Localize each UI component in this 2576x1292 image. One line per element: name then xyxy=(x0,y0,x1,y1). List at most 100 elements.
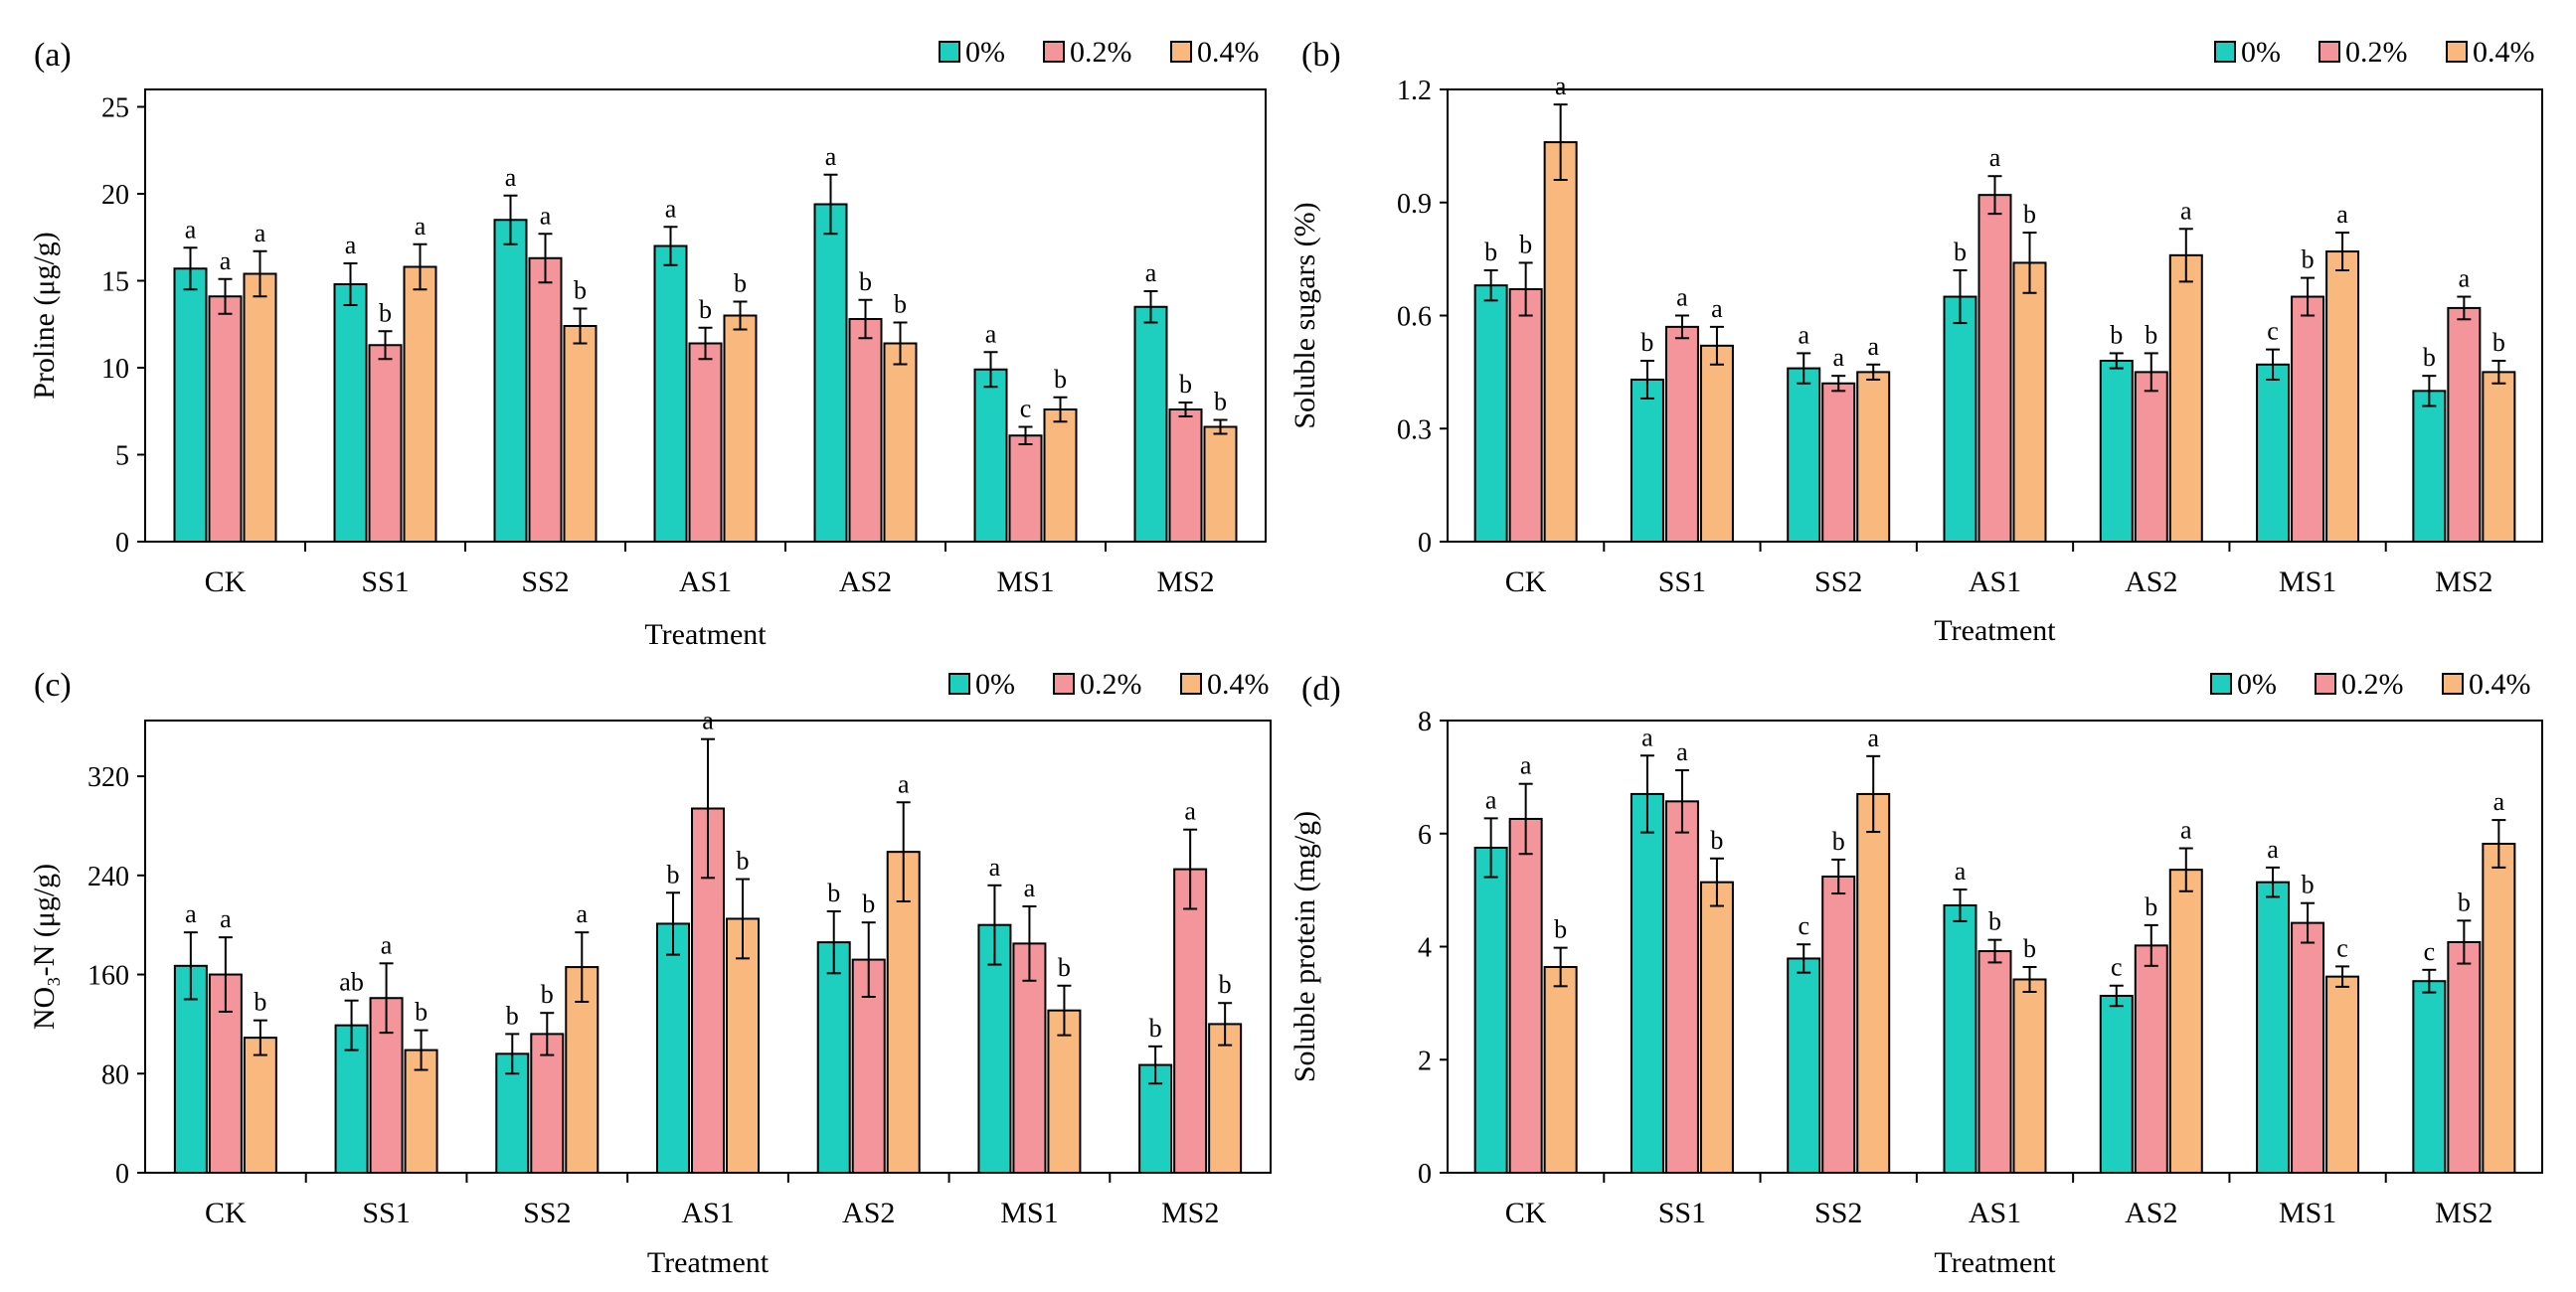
bar-0.4%-MS2 xyxy=(2482,842,2516,1174)
bar-0.4%-SS2 xyxy=(1856,371,1891,543)
significance-label: b xyxy=(574,276,587,305)
x-tick-label: AS2 xyxy=(842,1197,895,1229)
significance-label: ab xyxy=(339,968,364,997)
significance-label: b xyxy=(894,290,907,319)
bar-0%-MS2 xyxy=(2412,390,2447,544)
legend-swatch xyxy=(1043,41,1065,63)
bar-0%-CK xyxy=(173,267,208,543)
bar-0.2%-AS2 xyxy=(2134,371,2168,543)
significance-label: a xyxy=(1955,857,1967,886)
significance-label: a xyxy=(1711,294,1723,323)
bar-0%-SS1 xyxy=(333,283,368,543)
significance-label: a xyxy=(577,899,589,928)
x-tick-label: AS1 xyxy=(679,565,732,598)
x-tick-label: SS1 xyxy=(1658,1197,1706,1229)
bar-0%-AS1 xyxy=(1943,295,1977,543)
x-tick-label: CK xyxy=(205,565,247,598)
significance-label: b xyxy=(734,269,747,298)
significance-label: b xyxy=(1058,953,1071,982)
significance-label: b xyxy=(1640,328,1653,357)
significance-label: a xyxy=(1555,72,1567,100)
significance-label: c xyxy=(1020,395,1032,423)
bar-0.4%-AS2 xyxy=(2168,869,2203,1175)
significance-label: a xyxy=(1832,343,1844,372)
bar-0.2%-AS2 xyxy=(2134,944,2168,1174)
legend-swatch xyxy=(2214,41,2236,63)
legend-label: 0.4% xyxy=(1197,36,1260,69)
significance-label: b xyxy=(1710,826,1723,855)
bar-0%-SS2 xyxy=(1787,957,1821,1174)
bar-0.2%-MS1 xyxy=(1012,942,1047,1174)
bar-0%-SS1 xyxy=(1630,378,1664,544)
significance-label: c xyxy=(2336,933,2348,962)
x-tick-label: MS2 xyxy=(1161,1197,1219,1229)
significance-label: a xyxy=(345,231,357,259)
x-tick-label: MS1 xyxy=(996,565,1054,598)
legend: 0% 0.2% 0.4% xyxy=(2210,668,2531,701)
significance-label: a xyxy=(1989,143,2001,172)
significance-label: b xyxy=(254,988,266,1017)
bar-0.2%-MS2 xyxy=(2447,940,2482,1175)
legend-label: 0.4% xyxy=(2469,668,2531,701)
significance-label: b xyxy=(2302,871,2315,899)
y-tick-label: 0 xyxy=(115,528,129,559)
significance-label: b xyxy=(737,847,750,876)
significance-label: b xyxy=(2458,888,2471,916)
significance-label: a xyxy=(825,142,837,171)
x-tick-label: MS2 xyxy=(2435,1197,2492,1229)
significance-label: b xyxy=(1054,365,1067,394)
y-tick-label: 320 xyxy=(87,762,129,793)
bar-0.2%-MS1 xyxy=(1008,434,1043,543)
bar-0.4%-MS1 xyxy=(2325,975,2360,1174)
significance-label: a xyxy=(989,853,1001,882)
significance-label: a xyxy=(2493,787,2505,816)
x-tick-label: AS2 xyxy=(2125,565,2177,598)
bar-0.4%-SS1 xyxy=(403,265,437,543)
legend-label: 0% xyxy=(965,36,1005,69)
bar-0%-SS1 xyxy=(1630,792,1664,1174)
bar-0.2%-MS2 xyxy=(1173,868,1208,1174)
significance-label: a xyxy=(665,194,677,223)
x-tick-label: MS1 xyxy=(2279,1197,2336,1229)
bar-0.2%-CK xyxy=(1508,287,1543,544)
significance-label: b xyxy=(859,267,872,296)
x-axis-title: Treatment xyxy=(1934,614,2056,647)
significance-label: a xyxy=(898,769,910,798)
bar-0.4%-AS1 xyxy=(726,917,760,1174)
bar-0%-MS1 xyxy=(973,368,1008,543)
bar-0.4%-CK xyxy=(243,272,277,543)
legend-label: 0% xyxy=(2241,36,2281,69)
significance-label: a xyxy=(985,319,997,348)
y-axis-title: Proline (μg/g) xyxy=(28,232,61,400)
bar-0%-AS2 xyxy=(2099,994,2134,1175)
significance-label: a xyxy=(1867,724,1879,752)
significance-label: b xyxy=(1832,827,1845,856)
significance-label: b xyxy=(862,889,875,918)
y-tick-label: 0.6 xyxy=(1397,302,1432,333)
y-tick-label: 1.2 xyxy=(1397,76,1432,106)
bar-0%-MS2 xyxy=(2412,980,2447,1174)
significance-label: b xyxy=(541,980,554,1009)
significance-label: a xyxy=(220,904,232,933)
bar-0.2%-SS1 xyxy=(1664,325,1699,543)
bar-0%-MS1 xyxy=(977,923,1012,1174)
y-tick-label: 80 xyxy=(101,1059,129,1090)
y-axis-title: Soluble sugars (%) xyxy=(1288,202,1321,428)
bar-0%-MS1 xyxy=(2256,881,2291,1174)
x-tick-label: AS2 xyxy=(839,565,892,598)
legend-label: 0.2% xyxy=(2341,668,2404,701)
x-tick-label: AS1 xyxy=(1969,565,2021,598)
bar-0.2%-SS2 xyxy=(528,256,563,543)
y-tick-label: 0 xyxy=(1418,1159,1432,1190)
bar-0.4%-MS1 xyxy=(2325,250,2360,544)
bar-0%-AS2 xyxy=(2099,360,2134,543)
legend-swatch xyxy=(1053,673,1075,695)
legend-label: 0.4% xyxy=(2473,36,2535,69)
legend-swatch xyxy=(1170,41,1192,63)
legend-label: 0.2% xyxy=(1080,668,1142,701)
bar-0.4%-AS1 xyxy=(723,314,758,543)
significance-label: b xyxy=(1219,970,1232,999)
significance-label: a xyxy=(1024,874,1036,902)
significance-label: a xyxy=(1867,332,1879,361)
